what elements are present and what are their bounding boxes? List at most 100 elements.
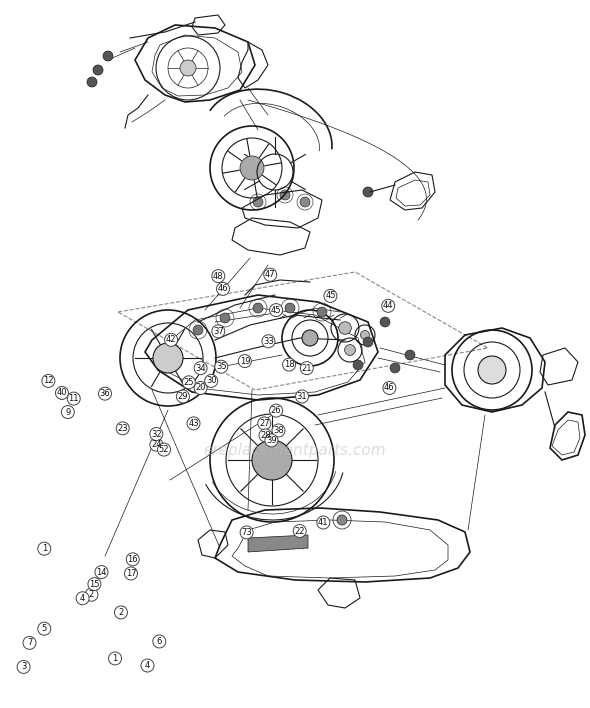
Circle shape — [17, 661, 30, 673]
Text: 19: 19 — [240, 357, 250, 365]
Polygon shape — [248, 535, 308, 552]
Circle shape — [165, 333, 178, 346]
Circle shape — [353, 360, 363, 370]
Circle shape — [55, 387, 68, 399]
Text: 52: 52 — [159, 445, 169, 454]
Circle shape — [253, 303, 263, 313]
Text: 40: 40 — [57, 389, 67, 397]
Circle shape — [300, 362, 313, 375]
Circle shape — [345, 345, 355, 355]
Circle shape — [212, 325, 225, 338]
Circle shape — [109, 652, 122, 665]
Circle shape — [85, 588, 98, 601]
Text: 42: 42 — [166, 336, 176, 344]
Circle shape — [212, 270, 225, 282]
Circle shape — [87, 77, 97, 87]
Circle shape — [300, 197, 310, 207]
Text: 45: 45 — [271, 306, 281, 314]
Circle shape — [67, 392, 80, 405]
Text: 35: 35 — [216, 362, 227, 371]
Circle shape — [220, 313, 230, 323]
Text: 44: 44 — [383, 302, 394, 310]
Text: 28: 28 — [260, 431, 271, 440]
Circle shape — [283, 358, 296, 371]
Circle shape — [317, 516, 330, 529]
Text: 24: 24 — [151, 440, 162, 449]
Text: 21: 21 — [301, 364, 312, 372]
Circle shape — [270, 304, 283, 316]
Circle shape — [61, 406, 74, 418]
Text: 26: 26 — [271, 406, 281, 415]
Text: 20: 20 — [195, 384, 206, 392]
Text: 12: 12 — [43, 377, 54, 385]
Circle shape — [215, 360, 228, 373]
Circle shape — [95, 566, 108, 578]
Circle shape — [23, 636, 36, 649]
Text: 30: 30 — [206, 377, 217, 385]
Circle shape — [42, 375, 55, 387]
Text: 2: 2 — [89, 590, 94, 599]
Text: 6: 6 — [156, 637, 162, 646]
Circle shape — [405, 350, 415, 360]
Text: 41: 41 — [318, 518, 329, 527]
Circle shape — [360, 331, 369, 340]
Circle shape — [259, 429, 272, 442]
Circle shape — [180, 60, 196, 76]
Circle shape — [88, 578, 101, 590]
Circle shape — [217, 282, 230, 295]
Text: 5: 5 — [42, 624, 47, 633]
Text: 14: 14 — [96, 568, 107, 576]
Circle shape — [258, 417, 271, 430]
Circle shape — [93, 65, 103, 75]
Circle shape — [337, 515, 347, 525]
Text: 2: 2 — [119, 608, 123, 617]
Circle shape — [193, 325, 203, 335]
Circle shape — [116, 422, 129, 435]
Text: 39: 39 — [266, 436, 277, 445]
Text: 3: 3 — [21, 663, 27, 671]
Circle shape — [272, 424, 285, 437]
Circle shape — [383, 382, 396, 394]
Circle shape — [153, 343, 183, 373]
Circle shape — [141, 659, 154, 672]
Text: 15: 15 — [89, 580, 100, 588]
Circle shape — [240, 156, 264, 180]
Text: 29: 29 — [178, 392, 188, 401]
Circle shape — [317, 307, 327, 317]
Text: 27: 27 — [259, 419, 270, 428]
Text: 25: 25 — [183, 378, 194, 387]
Circle shape — [302, 330, 318, 346]
Circle shape — [264, 268, 277, 281]
Text: 17: 17 — [126, 569, 136, 578]
Text: 11: 11 — [68, 394, 79, 403]
Circle shape — [324, 290, 337, 302]
Circle shape — [478, 356, 506, 384]
Circle shape — [363, 187, 373, 197]
Text: 45: 45 — [325, 292, 336, 300]
Text: 1: 1 — [42, 544, 47, 553]
Text: 43: 43 — [188, 419, 199, 428]
Text: 47: 47 — [265, 270, 276, 279]
Text: 16: 16 — [127, 555, 138, 564]
Text: 32: 32 — [151, 430, 162, 438]
Circle shape — [194, 382, 207, 394]
Circle shape — [76, 592, 89, 605]
Text: ereplacementparts.com: ereplacementparts.com — [204, 442, 386, 457]
Text: 4: 4 — [145, 661, 150, 670]
Circle shape — [363, 337, 373, 347]
Circle shape — [265, 434, 278, 447]
Circle shape — [238, 355, 251, 367]
Text: 34: 34 — [195, 364, 206, 372]
Circle shape — [270, 404, 283, 417]
Circle shape — [182, 376, 195, 389]
Text: 48: 48 — [213, 272, 224, 280]
Circle shape — [114, 606, 127, 619]
Circle shape — [205, 375, 218, 387]
Circle shape — [293, 525, 306, 537]
Circle shape — [99, 387, 112, 400]
Text: 46: 46 — [218, 285, 228, 293]
Text: 9: 9 — [65, 408, 70, 416]
Text: 1: 1 — [113, 654, 117, 663]
Circle shape — [176, 390, 189, 403]
Text: 37: 37 — [213, 327, 224, 336]
